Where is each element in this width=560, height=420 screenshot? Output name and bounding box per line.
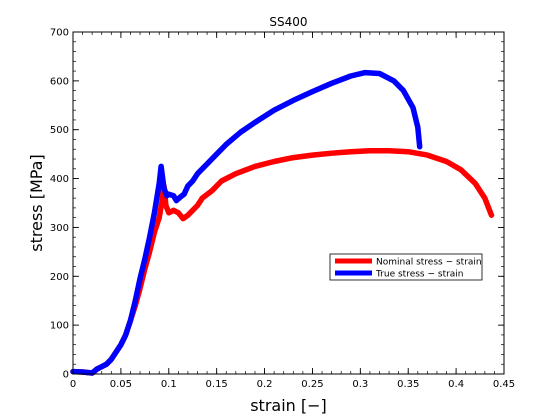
y-tick-label: 400: [50, 174, 69, 185]
y-tick-label: 200: [50, 272, 69, 283]
legend: Nominal stress − strain True stress − st…: [329, 253, 483, 281]
chart-title: SS400: [269, 15, 307, 29]
x-tick-label: 0.35: [397, 379, 419, 390]
y-tick-label: 500: [50, 125, 69, 136]
y-tick-label: 300: [50, 223, 69, 234]
x-axis-label: strain [−]: [250, 396, 327, 415]
x-tick-label: 0.25: [301, 379, 323, 390]
y-tick-label: 700: [50, 28, 69, 39]
series-group: [70, 69, 495, 376]
x-tick-label: 0.05: [110, 379, 132, 390]
plot-frame: [72, 31, 505, 375]
x-tick-labels: 0 0.05 0.1 0.15 0.2 0.25 0.3 0.35 0.4 0.45: [70, 379, 515, 390]
x-tick-label: 0.3: [352, 379, 368, 390]
legend-label-true: True stress − strain: [375, 270, 464, 280]
legend-label-nominal: Nominal stress − strain: [376, 258, 482, 268]
x-tick-label: 0.45: [493, 379, 515, 390]
y-tick-label: 0: [63, 370, 69, 381]
y-tick-label: 600: [50, 76, 69, 87]
x-tick-label: 0.1: [161, 379, 177, 390]
x-tick-label: 0.15: [206, 379, 228, 390]
y-axis-label: stress [MPa]: [27, 154, 46, 251]
y-tick-label: 100: [50, 321, 69, 332]
x-tick-label: 0.4: [448, 379, 464, 390]
x-tick-label: 0: [70, 379, 76, 390]
x-tick-label: 0.2: [257, 379, 273, 390]
y-tick-labels: 0 100 200 300 400 500 600 700: [50, 28, 69, 381]
legend-box: [329, 253, 483, 281]
plot-area: [73, 32, 504, 374]
series-line-true: [70, 69, 423, 376]
